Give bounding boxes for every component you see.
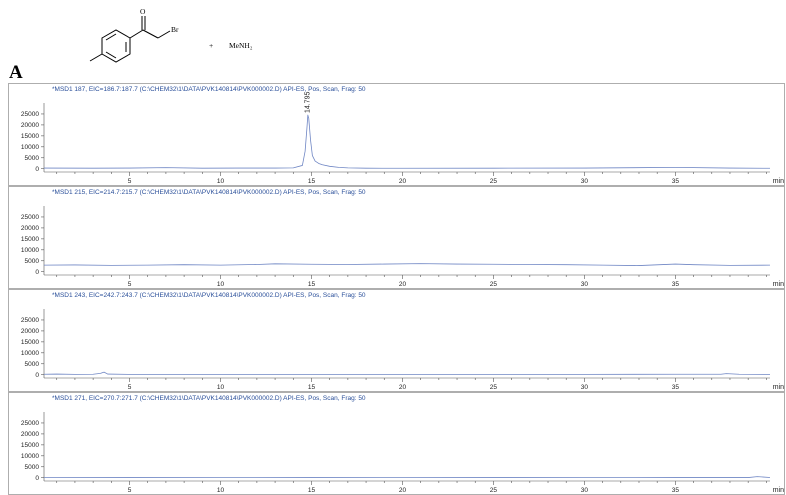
panel-header: *MSD1 187, EIC=186.7:187.7 (C:\CHEM32\1\…	[52, 86, 366, 93]
y-tick-label: 5000	[25, 155, 40, 162]
x-unit-label: min	[773, 487, 784, 494]
x-unit-label: min	[773, 178, 784, 185]
y-tick-label: 0	[35, 475, 39, 482]
panel-label: A	[9, 62, 23, 83]
y-tick-label: 15000	[21, 133, 39, 140]
x-tick-label: 25	[490, 384, 498, 391]
x-tick-label: 30	[581, 384, 589, 391]
x-tick-label: 35	[672, 487, 680, 494]
x-tick-label: 15	[308, 178, 316, 185]
x-tick-label: 25	[490, 178, 498, 185]
panel-header: *MSD1 243, EIC=242.7:243.7 (C:\CHEM32\1\…	[52, 292, 366, 299]
y-tick-label: 10000	[21, 144, 39, 151]
y-tick-label: 20000	[21, 328, 39, 335]
x-tick-label: 5	[128, 487, 132, 494]
x-tick-label: 15	[308, 281, 316, 288]
bromine-label: Br	[171, 25, 179, 34]
y-tick-label: 10000	[21, 350, 39, 357]
x-tick-label: 20	[399, 178, 407, 185]
x-tick-label: 30	[581, 178, 589, 185]
peak-label: 14.795	[305, 92, 312, 114]
chromatogram-trace	[43, 114, 771, 169]
y-tick-label: 25000	[21, 111, 39, 118]
x-tick-label: 15	[308, 487, 316, 494]
y-tick-label: 20000	[21, 122, 39, 129]
y-tick-label: 0	[35, 372, 39, 379]
x-tick-label: 35	[672, 178, 680, 185]
panel-header: *MSD1 271, EIC=270.7:271.7 (C:\CHEM32\1\…	[52, 395, 366, 402]
chromatogram-trace	[43, 371, 771, 375]
y-tick-label: 5000	[25, 258, 40, 265]
y-tick-label: 15000	[21, 236, 39, 243]
methyl-bond	[89, 53, 103, 62]
carbonyl-oxygen-label: O	[140, 7, 146, 16]
x-tick-label: 10	[217, 384, 225, 391]
reagent-label: MeNH₂	[229, 41, 253, 50]
x-tick-label: 35	[672, 281, 680, 288]
x-tick-label: 30	[581, 281, 589, 288]
y-tick-label: 10000	[21, 453, 39, 460]
y-tick-label: 20000	[21, 431, 39, 438]
y-tick-label: 25000	[21, 317, 39, 324]
chromatogram-panel-1: *MSD1 187, EIC=186.7:187.7 (C:\CHEM32\1\…	[8, 83, 785, 186]
y-tick-label: 5000	[25, 464, 40, 471]
x-tick-label: 35	[672, 384, 680, 391]
y-tick-label: 25000	[21, 214, 39, 221]
x-tick-label: 5	[128, 281, 132, 288]
x-tick-label: 10	[217, 281, 225, 288]
panel-frame	[8, 392, 785, 495]
c-br-bond	[157, 30, 171, 39]
x-tick-label: 15	[308, 384, 316, 391]
aryl-carbonyl-bond	[129, 29, 144, 39]
chromatogram-panel-3: *MSD1 243, EIC=242.7:243.7 (C:\CHEM32\1\…	[8, 289, 785, 392]
y-tick-label: 25000	[21, 420, 39, 427]
panel-frame	[8, 289, 785, 392]
panel-frame	[8, 186, 785, 289]
x-tick-label: 20	[399, 281, 407, 288]
x-tick-label: 10	[217, 178, 225, 185]
reaction-scheme: O Br + MeNH₂	[89, 7, 253, 63]
panel-header: *MSD1 215, EIC=214.7:215.7 (C:\CHEM32\1\…	[52, 189, 366, 196]
y-tick-label: 10000	[21, 247, 39, 254]
y-tick-label: 15000	[21, 339, 39, 346]
x-unit-label: min	[773, 384, 784, 391]
plus-sign: +	[209, 41, 213, 50]
ch2-bond	[142, 29, 159, 39]
y-tick-label: 20000	[21, 225, 39, 232]
x-tick-label: 5	[128, 178, 132, 185]
y-tick-label: 0	[35, 166, 39, 173]
y-tick-label: 15000	[21, 442, 39, 449]
reactant-structure	[89, 16, 171, 63]
x-unit-label: min	[773, 281, 784, 288]
x-tick-label: 20	[399, 384, 407, 391]
chromatogram-panel-4: *MSD1 271, EIC=270.7:271.7 (C:\CHEM32\1\…	[8, 392, 785, 495]
chromatogram-panel-2: *MSD1 215, EIC=214.7:215.7 (C:\CHEM32\1\…	[8, 186, 785, 289]
y-tick-label: 5000	[25, 361, 40, 368]
y-tick-label: 0	[35, 269, 39, 276]
panel-frame	[8, 83, 785, 186]
x-tick-label: 30	[581, 487, 589, 494]
chromatogram-trace	[43, 263, 771, 266]
x-tick-label: 10	[217, 487, 225, 494]
x-tick-label: 25	[490, 487, 498, 494]
chromatogram-trace	[43, 476, 771, 478]
x-tick-label: 25	[490, 281, 498, 288]
x-tick-label: 5	[128, 384, 132, 391]
x-tick-label: 20	[399, 487, 407, 494]
